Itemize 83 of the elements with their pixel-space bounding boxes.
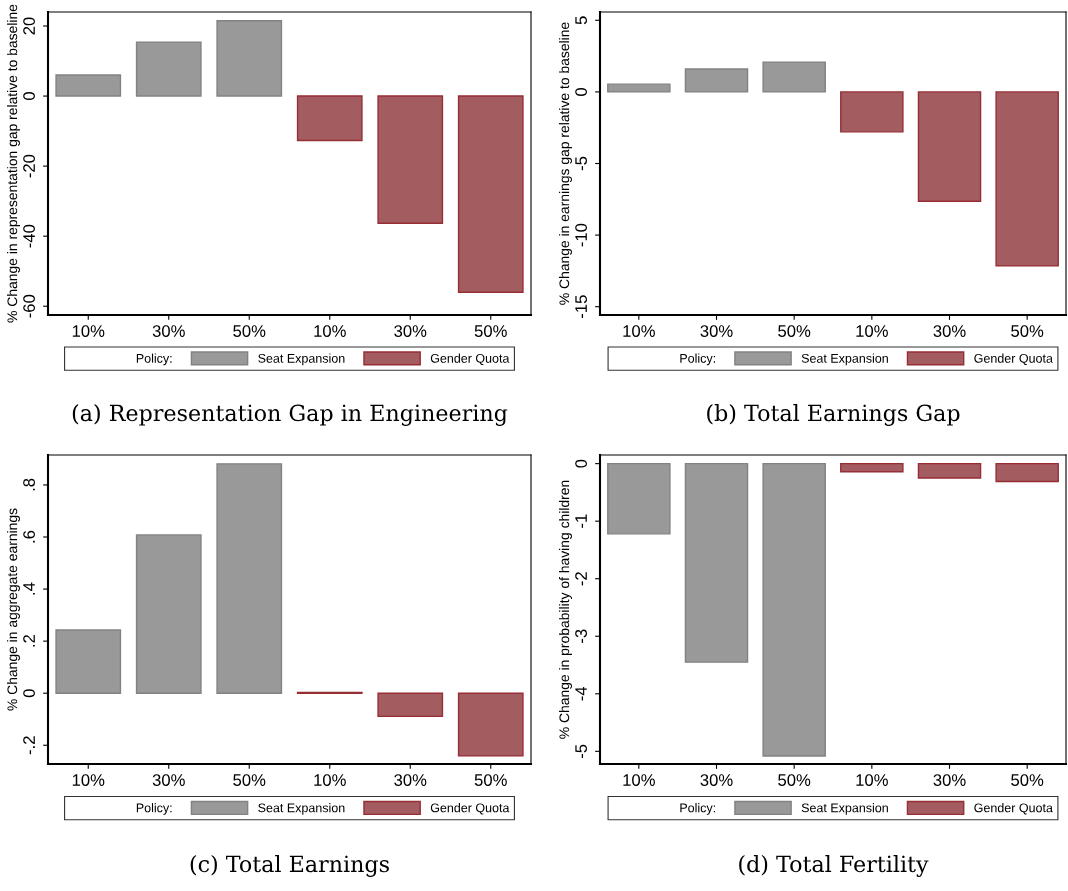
legend-label: Seat Expansion	[258, 803, 345, 815]
y-tick-label: 0	[575, 459, 587, 468]
bar	[135, 41, 202, 97]
x-tick-label: 30%	[700, 325, 733, 337]
legend-title: Policy:	[136, 803, 172, 815]
bar	[377, 692, 444, 718]
bar	[216, 20, 283, 97]
y-tick-label: -15	[575, 295, 587, 318]
legend-title: Policy:	[136, 353, 172, 366]
text: (d) Total Fertility	[739, 855, 929, 877]
y-tick-label: 20	[23, 17, 35, 35]
x-tick-label: 50%	[474, 774, 507, 786]
y-tick-label: -20	[23, 154, 35, 178]
bar	[135, 534, 202, 694]
bar	[917, 91, 982, 202]
x-tick-label: 10%	[314, 325, 346, 337]
x-tick-label: 10%	[856, 774, 888, 786]
x-tick-label: 10%	[623, 325, 655, 337]
y-tick-label: -3	[575, 629, 587, 643]
y-tick-label: -40	[23, 224, 35, 248]
y-axis-title: % Change in probability of having children	[559, 480, 572, 739]
x-tick-label: 30%	[394, 774, 427, 786]
bar	[684, 68, 749, 93]
legend-label: Seat Expansion	[801, 803, 888, 815]
y-tick-label: 0	[23, 92, 35, 101]
bar	[216, 463, 283, 694]
text: (a) Representation Gap in Engineering	[72, 404, 508, 426]
y-tick-label: .4	[23, 582, 35, 595]
y-tick-label: .8	[23, 478, 35, 491]
x-tick-label: 10%	[72, 774, 105, 786]
y-tick-label: 0	[23, 689, 35, 698]
x-tick-label: 50%	[1011, 774, 1044, 786]
bar	[55, 629, 122, 694]
legend-label: Gender Quota	[974, 803, 1053, 815]
legend-label: Seat Expansion	[801, 353, 888, 366]
x-tick-label: 50%	[233, 325, 266, 337]
y-tick-label: -2	[575, 572, 587, 586]
bar	[840, 91, 904, 133]
y-axis-title: % Change in earnings gap relative to baseline	[559, 22, 572, 305]
y-tick-label: 0	[575, 87, 587, 96]
y-tick-label: -5	[575, 156, 587, 171]
y-tick-label: .2	[23, 635, 35, 647]
bar	[377, 95, 444, 224]
bar	[296, 95, 363, 142]
x-tick-label: 30%	[933, 325, 966, 337]
x-tick-label: 10%	[623, 774, 655, 786]
x-tick-label: 50%	[474, 325, 507, 337]
bar	[55, 74, 122, 97]
legend-label: Gender Quota	[974, 353, 1053, 365]
legend-label: Gender Quota	[430, 803, 510, 815]
legend-label: Gender Quota	[430, 353, 510, 365]
x-tick-label: 30%	[933, 774, 966, 786]
y-tick-label: -5	[575, 744, 587, 759]
y-tick-label: .6	[23, 530, 35, 543]
bar	[762, 61, 826, 93]
legend-title: Policy:	[680, 803, 716, 815]
x-tick-label: 10%	[314, 774, 346, 786]
x-tick-label: 10%	[72, 325, 105, 337]
x-tick-label: 50%	[778, 325, 811, 337]
y-axis-title: % Change in aggregate earnings	[7, 508, 20, 711]
legend-label: Seat Expansion	[258, 353, 345, 366]
x-tick-label: 30%	[394, 325, 427, 337]
text: (b) Total Earnings Gap	[707, 404, 960, 426]
x-tick-label: 30%	[152, 325, 185, 337]
x-tick-label: 10%	[856, 325, 888, 337]
y-tick-label: 5	[575, 16, 587, 25]
legend-title: Policy:	[680, 353, 716, 366]
bar	[457, 95, 524, 293]
x-tick-label: 50%	[233, 774, 266, 786]
y-tick-label: -.2	[23, 736, 35, 755]
y-tick-label: -60	[23, 294, 35, 318]
bar	[995, 91, 1059, 267]
bar	[607, 83, 671, 93]
y-tick-label: -10	[575, 223, 587, 247]
x-tick-label: 30%	[152, 774, 185, 786]
x-tick-label: 50%	[778, 774, 811, 786]
bar	[457, 692, 524, 757]
x-tick-label: 30%	[700, 774, 733, 786]
y-tick-label: -4	[575, 686, 587, 701]
x-tick-label: 50%	[1011, 325, 1044, 337]
text: (c) Total Earnings	[190, 855, 389, 877]
y-tick-label: -1	[575, 514, 587, 528]
y-axis-title: % Change in representation gap relative to baseline	[7, 4, 20, 323]
